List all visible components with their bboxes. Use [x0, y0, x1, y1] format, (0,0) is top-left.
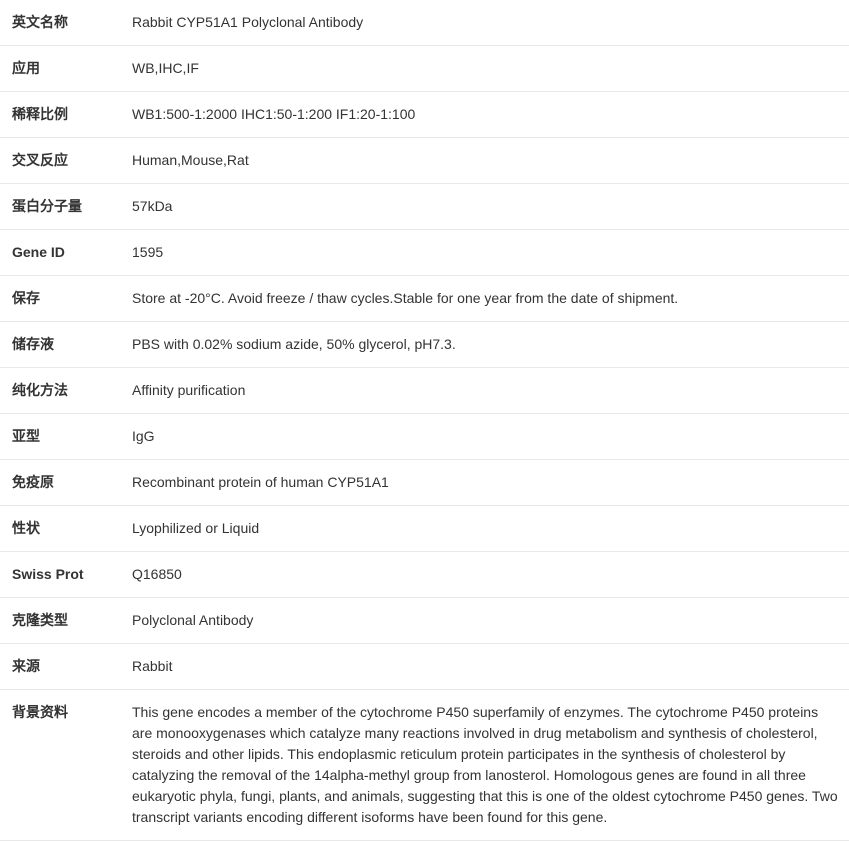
- row-value: 1595: [120, 230, 849, 276]
- row-label: 性状: [0, 506, 120, 552]
- row-label: 保存: [0, 276, 120, 322]
- row-label: 亚型: [0, 414, 120, 460]
- table-row: 保存 Store at -20°C. Avoid freeze / thaw c…: [0, 276, 849, 322]
- product-spec-table: 英文名称 Rabbit CYP51A1 Polyclonal Antibody …: [0, 0, 849, 841]
- row-label: Gene ID: [0, 230, 120, 276]
- table-row: Swiss Prot Q16850: [0, 552, 849, 598]
- row-value: Polyclonal Antibody: [120, 598, 849, 644]
- table-body: 英文名称 Rabbit CYP51A1 Polyclonal Antibody …: [0, 0, 849, 841]
- row-value: Human,Mouse,Rat: [120, 138, 849, 184]
- row-label: 稀释比例: [0, 92, 120, 138]
- row-value: Rabbit: [120, 644, 849, 690]
- row-label: 应用: [0, 46, 120, 92]
- row-value: Lyophilized or Liquid: [120, 506, 849, 552]
- row-label: 纯化方法: [0, 368, 120, 414]
- row-label: 背景资料: [0, 690, 120, 841]
- table-row: 纯化方法 Affinity purification: [0, 368, 849, 414]
- row-value: WB,IHC,IF: [120, 46, 849, 92]
- table-row: 蛋白分子量 57kDa: [0, 184, 849, 230]
- row-value: Q16850: [120, 552, 849, 598]
- row-label: 储存液: [0, 322, 120, 368]
- table-row: Gene ID 1595: [0, 230, 849, 276]
- row-label: Swiss Prot: [0, 552, 120, 598]
- row-label: 英文名称: [0, 0, 120, 46]
- row-value: PBS with 0.02% sodium azide, 50% glycero…: [120, 322, 849, 368]
- row-value: Affinity purification: [120, 368, 849, 414]
- table-row: 亚型 IgG: [0, 414, 849, 460]
- table-row: 免疫原 Recombinant protein of human CYP51A1: [0, 460, 849, 506]
- row-value: Store at -20°C. Avoid freeze / thaw cycl…: [120, 276, 849, 322]
- row-label: 蛋白分子量: [0, 184, 120, 230]
- row-value: 57kDa: [120, 184, 849, 230]
- row-value: Recombinant protein of human CYP51A1: [120, 460, 849, 506]
- row-label: 免疫原: [0, 460, 120, 506]
- table-row: 应用 WB,IHC,IF: [0, 46, 849, 92]
- row-value: Rabbit CYP51A1 Polyclonal Antibody: [120, 0, 849, 46]
- table-row: 克隆类型 Polyclonal Antibody: [0, 598, 849, 644]
- table-row: 来源 Rabbit: [0, 644, 849, 690]
- row-label: 来源: [0, 644, 120, 690]
- row-value: WB1:500-1:2000 IHC1:50-1:200 IF1:20-1:10…: [120, 92, 849, 138]
- row-label: 交叉反应: [0, 138, 120, 184]
- table-row: 性状 Lyophilized or Liquid: [0, 506, 849, 552]
- table-row: 背景资料 This gene encodes a member of the c…: [0, 690, 849, 841]
- table-row: 交叉反应 Human,Mouse,Rat: [0, 138, 849, 184]
- table-row: 稀释比例 WB1:500-1:2000 IHC1:50-1:200 IF1:20…: [0, 92, 849, 138]
- table-row: 英文名称 Rabbit CYP51A1 Polyclonal Antibody: [0, 0, 849, 46]
- row-value: This gene encodes a member of the cytoch…: [120, 690, 849, 841]
- row-label: 克隆类型: [0, 598, 120, 644]
- row-value: IgG: [120, 414, 849, 460]
- table-row: 储存液 PBS with 0.02% sodium azide, 50% gly…: [0, 322, 849, 368]
